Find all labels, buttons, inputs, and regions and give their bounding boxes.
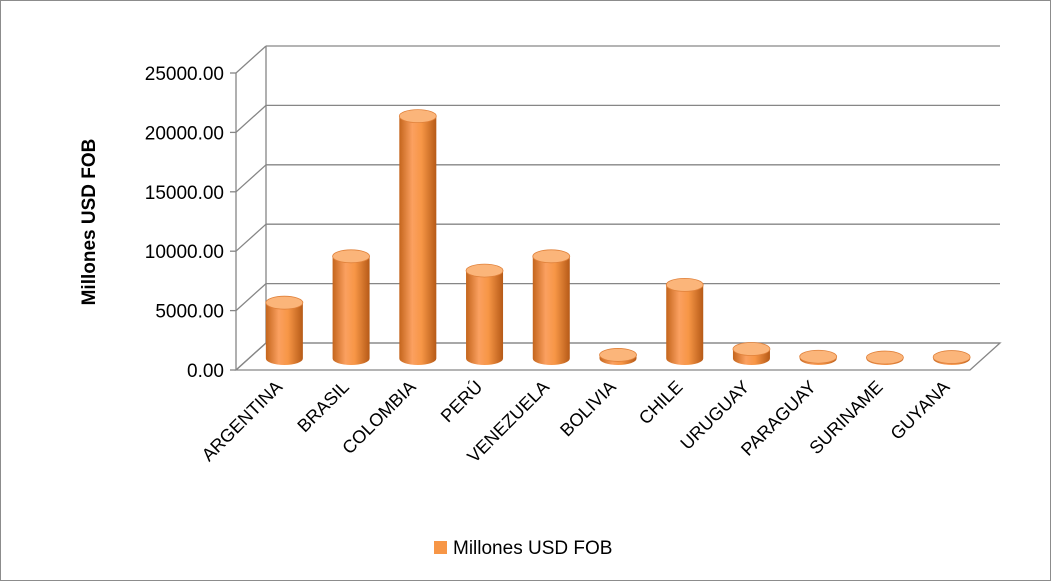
bar-body <box>666 284 704 365</box>
bar-body <box>799 356 837 365</box>
legend-swatch <box>434 541 447 554</box>
bar-top <box>799 349 838 364</box>
bar <box>465 263 504 365</box>
bar-top <box>932 350 971 364</box>
bar-body <box>532 256 570 365</box>
bar-body <box>732 348 770 365</box>
bar-top <box>398 109 437 124</box>
bar <box>665 277 704 365</box>
gridline-side <box>235 223 267 252</box>
gridline-side <box>235 45 267 74</box>
bar <box>866 350 904 365</box>
bar-top <box>599 348 637 362</box>
floor <box>234 342 1002 371</box>
bar <box>799 349 838 365</box>
bar-body <box>599 354 637 365</box>
bar-top <box>732 342 771 356</box>
bar-body <box>399 116 437 365</box>
y-tick-label: 0.00 <box>187 361 224 382</box>
bar <box>332 249 370 365</box>
bar-top <box>332 249 370 264</box>
bar <box>265 295 304 365</box>
x-tick-label: BOLIVIA <box>556 377 620 441</box>
y-tick-label: 15000.00 <box>145 183 224 204</box>
bar-body <box>332 256 370 365</box>
y-tick-label: 20000.00 <box>145 123 224 144</box>
x-tick-label: CHILE <box>635 377 687 429</box>
bar-body <box>265 302 303 365</box>
y-tick-label: 10000.00 <box>145 242 224 263</box>
grid-layer <box>230 45 1002 371</box>
y-tick-labels: 0.00 5000.00 10000.00 15000.00 20000.00 25000… <box>145 64 224 382</box>
bar <box>932 350 971 365</box>
gridline-side <box>235 164 267 193</box>
bar-body <box>466 270 504 365</box>
y-tick-label: 5000.00 <box>155 302 224 323</box>
y-axis-label: Millones USD FOB <box>79 139 100 306</box>
x-tick-label: ARGENTINA <box>198 377 286 465</box>
legend: Millones USD FOB <box>434 538 612 559</box>
bar <box>398 109 437 365</box>
bar-top <box>665 277 704 292</box>
bar-top <box>532 249 571 264</box>
x-tick-label: PERÚ <box>436 376 486 426</box>
bar-top <box>465 263 504 278</box>
bar-top <box>866 350 904 365</box>
legend-label: Millones USD FOB <box>453 538 612 559</box>
bar <box>599 348 637 365</box>
gridline-side <box>235 283 267 312</box>
bars <box>265 109 971 365</box>
bar-top <box>265 295 304 310</box>
bar <box>532 249 571 365</box>
x-tick-label: GUYANA <box>887 377 954 444</box>
x-tick-label: BRASIL <box>294 377 353 436</box>
gridline-side <box>235 104 267 133</box>
bar <box>732 342 771 365</box>
y-tick-label: 25000.00 <box>145 64 224 85</box>
